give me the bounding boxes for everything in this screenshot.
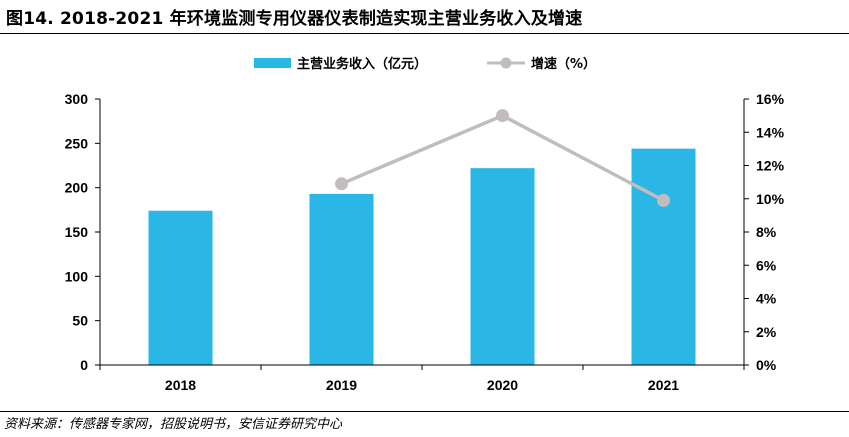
growth-point [335, 177, 348, 191]
bar-2018 [148, 210, 213, 365]
left-tick-label: 0 [80, 357, 88, 373]
right-tick-label: 12% [756, 158, 785, 174]
x-tick-label: 2020 [487, 377, 518, 393]
legend-line-marker [500, 57, 512, 69]
right-tick-label: 2% [756, 324, 777, 340]
left-tick-label: 100 [65, 268, 89, 284]
bar-2020 [470, 168, 535, 365]
right-tick-label: 4% [756, 291, 777, 307]
right-tick-label: 10% [756, 191, 785, 207]
left-tick-label: 200 [65, 180, 89, 196]
legend-bar-swatch [254, 58, 291, 68]
bar-2019 [309, 193, 374, 365]
legend-bar-label: 主营业务收入（亿元） [297, 56, 427, 72]
chart-title: 图14. 2018-2021 年环境监测专用仪器仪表制造实现主营业务收入及增速 [6, 9, 583, 29]
right-tick-label: 16% [756, 91, 785, 107]
x-tick-label: 2019 [326, 377, 357, 393]
title-rule [0, 33, 849, 34]
left-tick-label: 300 [65, 91, 89, 107]
right-tick-label: 6% [756, 257, 777, 273]
chart-canvas: 主营业务收入（亿元） 增速（%） 0 50 100 150 200 250 300 0% 2% 4% 6… [65, 56, 785, 393]
growth-point [657, 193, 670, 207]
right-tick-label: 0% [756, 357, 777, 373]
left-tick-label: 150 [65, 224, 89, 240]
x-tick-label: 2018 [165, 377, 196, 393]
x-tick-label: 2021 [648, 377, 679, 393]
left-tick-label: 50 [72, 313, 88, 329]
source-note: 资料来源：传感器专家网，招股说明书，安信证券研究中心 [4, 417, 343, 432]
legend-line-label: 增速（%） [531, 56, 596, 72]
right-tick-label: 14% [756, 124, 785, 140]
bar-2021 [631, 148, 696, 365]
right-tick-label: 8% [756, 224, 777, 240]
growth-point [496, 109, 509, 123]
left-tick-label: 250 [65, 135, 89, 151]
source-rule [0, 411, 849, 412]
